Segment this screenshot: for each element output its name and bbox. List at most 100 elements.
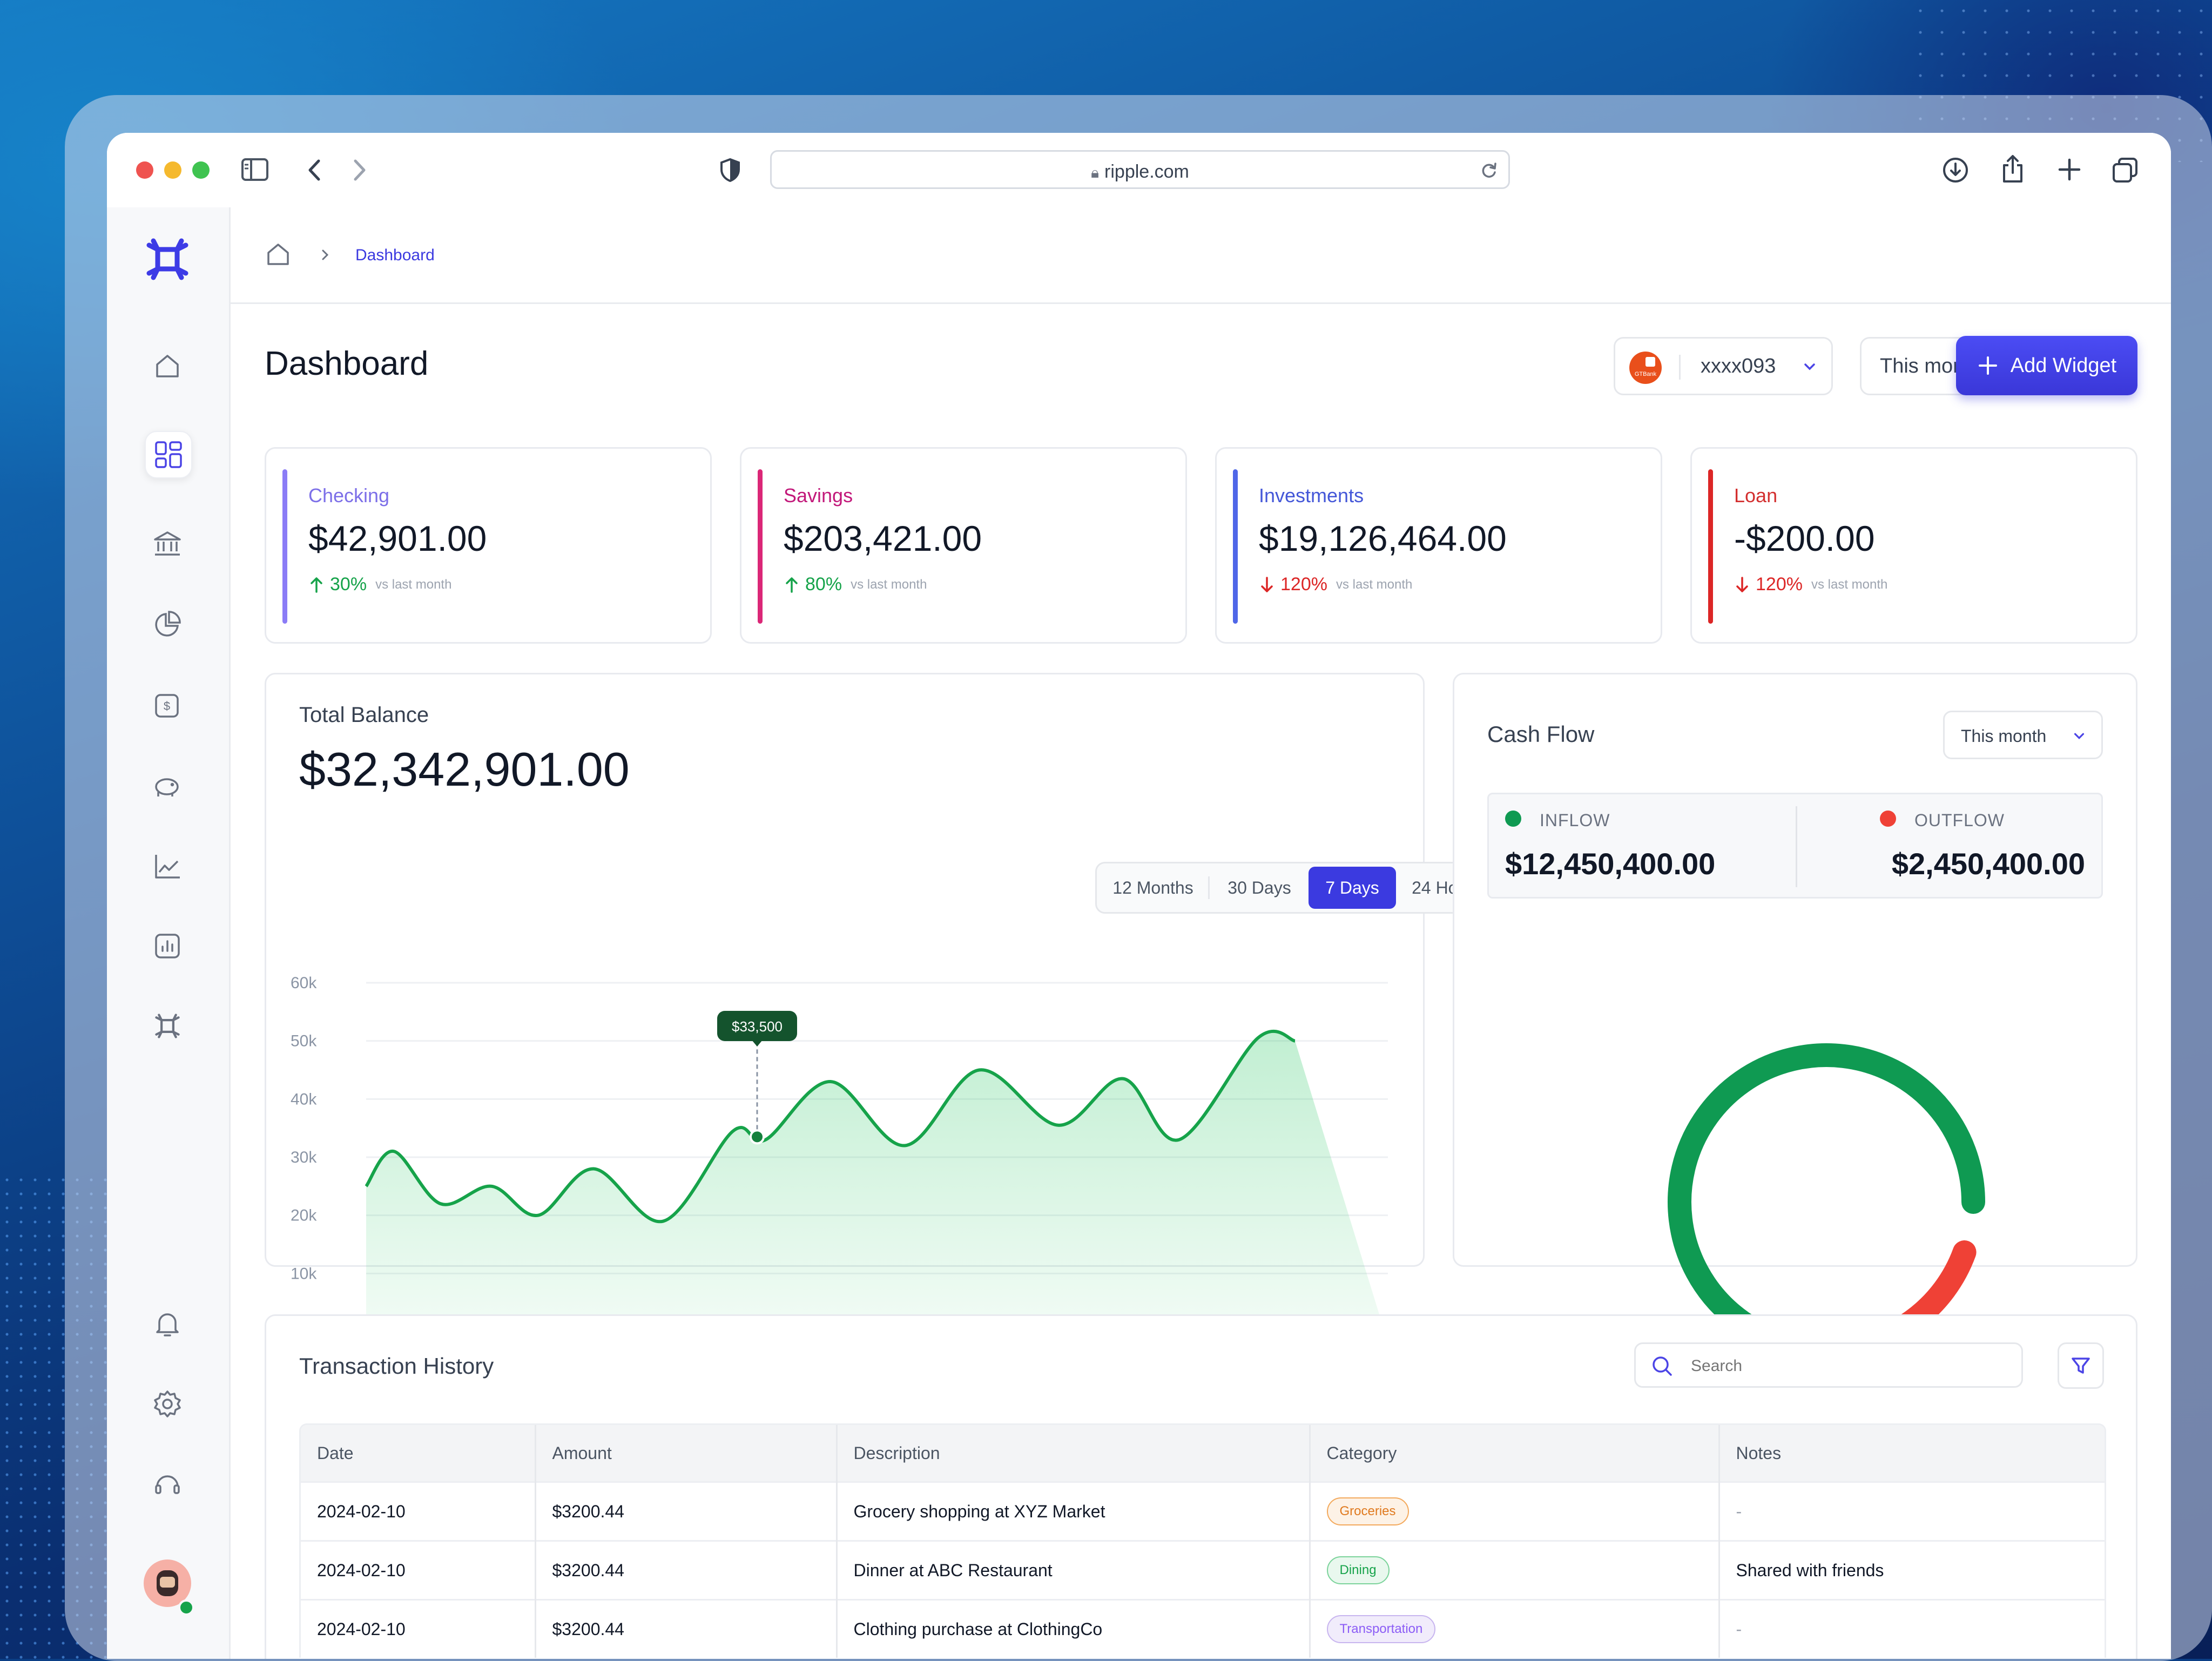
sidebar-item-reports[interactable] <box>145 923 190 969</box>
sidebar-item-home[interactable] <box>145 343 190 389</box>
account-label: Savings <box>784 484 853 507</box>
category-cell: Transportation <box>1310 1599 1720 1658</box>
sidebar-item-settings[interactable] <box>145 1381 190 1427</box>
account-card-investments[interactable]: Investments $19,126,464.00 120% vs last mon… <box>1215 447 1662 644</box>
dollar-transfer-icon: $ <box>155 694 179 718</box>
account-change: 120% vs last month <box>1259 574 1412 595</box>
account-change-value: 30% <box>330 574 367 595</box>
filter-icon <box>2072 1358 2090 1374</box>
sidebar-item-ripple[interactable] <box>145 1003 190 1049</box>
column-header[interactable]: Amount <box>535 1425 838 1482</box>
tab-7-days[interactable]: 7 Days <box>1309 867 1396 909</box>
account-change-note: vs last month <box>375 577 452 592</box>
outflow-dot <box>1880 811 1896 827</box>
tab-overview-icon[interactable] <box>2112 157 2139 184</box>
account-card-checking[interactable]: Checking $42,901.00 30% vs last month <box>265 447 712 644</box>
close-window-button[interactable] <box>136 161 153 179</box>
account-selector[interactable]: GTBank xxxx093 <box>1614 337 1833 395</box>
date-cell: 2024-02-10 <box>301 1481 536 1541</box>
account-label: Checking <box>308 484 390 507</box>
y-tick-label: 10k <box>291 1265 317 1282</box>
bell-icon <box>156 1313 179 1336</box>
highlight-point[interactable] <box>750 1129 765 1145</box>
account-accent-bar <box>1233 469 1238 624</box>
home-icon <box>156 355 179 377</box>
sidebar-item-budget[interactable] <box>145 602 190 647</box>
transaction-search[interactable] <box>1634 1342 2023 1388</box>
y-tick-label: 40k <box>291 1090 317 1108</box>
arrow-up-icon <box>311 577 322 593</box>
browser-toolbar: 🔒︎ ripple.com <box>107 133 2171 207</box>
new-tab-icon[interactable] <box>2058 158 2081 181</box>
cash-flow-period-selector[interactable]: This month <box>1943 711 2103 759</box>
sidebar-item-notifications[interactable] <box>145 1301 190 1347</box>
plus-icon <box>1978 356 1997 375</box>
column-header[interactable]: Date <box>301 1425 536 1482</box>
tooltip-pointer <box>752 1040 763 1046</box>
transaction-table: Date Amount Description Category Notes 2024-0… <box>299 1423 2106 1658</box>
account-card-loan[interactable]: Loan -$200.00 120% vs last month <box>1690 447 2137 644</box>
sidebar-item-support[interactable] <box>145 1461 190 1507</box>
account-change: 80% vs last month <box>784 574 927 595</box>
sidebar-item-savings[interactable] <box>145 764 190 809</box>
table-row[interactable]: 2024-02-10 $3200.44 Grocery shopping at XY… <box>301 1481 2105 1541</box>
amount-cell: $3200.44 <box>535 1481 838 1541</box>
y-tick-label: 50k <box>291 1032 317 1050</box>
category-cell: Dining <box>1310 1540 1720 1600</box>
account-card-savings[interactable]: Savings $203,421.00 80% vs last month <box>740 447 1187 644</box>
breadcrumb-dashboard[interactable]: Dashboard <box>355 246 435 264</box>
reload-icon[interactable] <box>1479 160 1499 180</box>
account-change-value: 120% <box>1756 574 1803 595</box>
balance-area-fill <box>366 1031 1388 1342</box>
page-title: Dashboard <box>265 345 429 382</box>
share-icon[interactable] <box>2000 154 2025 184</box>
sidebar-toggle-icon[interactable] <box>241 158 269 181</box>
inflow-dot <box>1505 811 1521 827</box>
chevron-down-icon <box>2074 733 2085 740</box>
arrow-up-icon <box>786 577 798 593</box>
maximize-window-button[interactable] <box>192 161 210 179</box>
time-range-tabs: 12 Months 30 Days 7 Days 24 Hours <box>1095 862 1497 914</box>
account-change-value: 120% <box>1280 574 1327 595</box>
ripple-logo[interactable] <box>141 233 193 285</box>
user-avatar[interactable] <box>144 1559 191 1607</box>
notes-cell: - <box>1719 1481 2105 1541</box>
headset-icon <box>155 1475 180 1494</box>
account-change-value: 80% <box>805 574 842 595</box>
description-cell: Clothing purchase at ClothingCo <box>837 1599 1311 1658</box>
account-balance: $19,126,464.00 <box>1259 518 1507 558</box>
tab-12-months[interactable]: 12 Months <box>1112 877 1193 897</box>
table-row[interactable]: 2024-02-10 $3200.44 Dinner at ABC Restaura… <box>301 1540 2105 1600</box>
sidebar-item-dashboard[interactable] <box>145 431 192 478</box>
table-header-row: Date Amount Description Category Notes <box>301 1425 2105 1482</box>
back-arrow-icon[interactable] <box>307 159 323 181</box>
sidebar-item-payments[interactable]: $ <box>145 683 190 728</box>
account-change: 120% vs last month <box>1734 574 1887 595</box>
column-header[interactable]: Description <box>837 1425 1311 1482</box>
sidebar-item-accounts[interactable] <box>145 522 190 567</box>
chevron-down-icon <box>1804 363 1815 370</box>
category-badge: Groceries <box>1326 1497 1409 1525</box>
y-tick-label: 30k <box>291 1149 317 1166</box>
account-accent-bar <box>758 469 763 624</box>
account-number: xxxx093 <box>1701 355 1776 377</box>
table-row[interactable]: 2024-02-10 $3200.44 Clothing purchase at C… <box>301 1599 2105 1658</box>
add-widget-button[interactable]: Add Widget <box>1956 336 2137 395</box>
tab-30-days[interactable]: 30 Days <box>1228 877 1291 897</box>
forward-arrow-icon[interactable] <box>351 159 367 181</box>
sidebar: $ <box>107 207 231 1659</box>
column-header[interactable]: Category <box>1310 1425 1720 1482</box>
cash-flow-summary: INFLOW $12,450,400.00 OUTFLOW $2,450,400… <box>1487 793 2103 899</box>
amount-cell: $3200.44 <box>535 1599 838 1658</box>
column-header[interactable]: Notes <box>1719 1425 2105 1482</box>
download-icon[interactable] <box>1942 157 1969 184</box>
sidebar-item-analytics[interactable] <box>145 843 190 889</box>
filter-button[interactable] <box>2058 1342 2104 1389</box>
search-input[interactable] <box>1690 1353 1994 1380</box>
tooltip-value: $33,500 <box>732 1018 783 1035</box>
minimize-window-button[interactable] <box>164 161 181 179</box>
breadcrumb-home-icon[interactable] <box>265 241 292 268</box>
account-change: 30% vs last month <box>308 574 451 595</box>
address-bar[interactable]: 🔒︎ ripple.com <box>770 150 1510 189</box>
privacy-shield-icon[interactable] <box>719 158 741 183</box>
